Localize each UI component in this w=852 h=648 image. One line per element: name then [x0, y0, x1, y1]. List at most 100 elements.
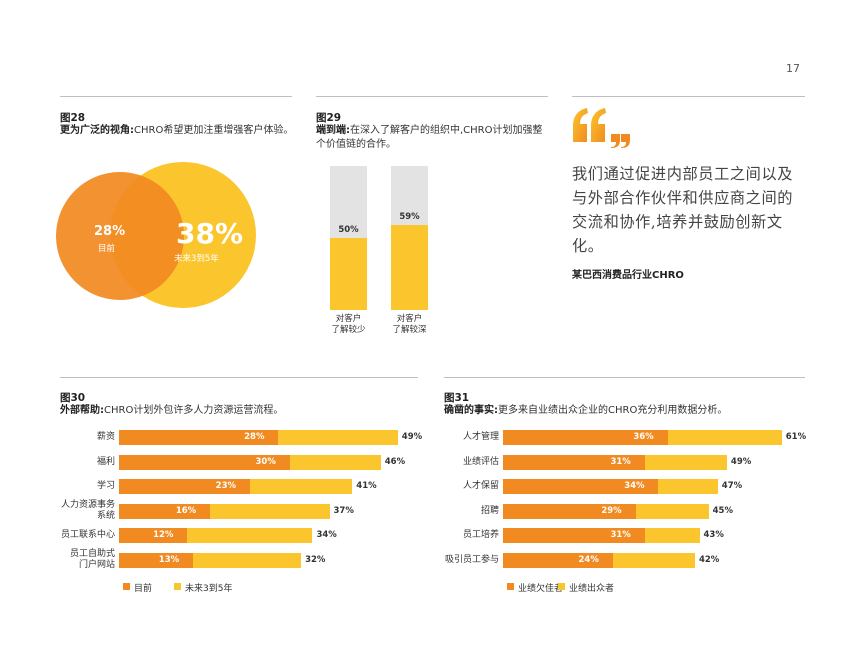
- fig30-caption: 外部帮助:CHRO计划外包许多人力资源运营流程。: [60, 404, 420, 418]
- row-label: 人才保留: [419, 481, 499, 492]
- bar-current: [119, 454, 290, 470]
- fig29-category-line1: 对客户: [396, 314, 423, 324]
- row-label: 福利: [35, 457, 115, 468]
- fig31-caption-rest: 更多来自业绩出众企业的CHRO充分利用数据分析。: [498, 405, 728, 416]
- bar-current-value: 12%: [153, 530, 174, 541]
- fig31-caption-bold: 确凿的事实:: [444, 405, 498, 416]
- legend-label-future: 业绩出众者: [569, 583, 615, 594]
- row-label: 员工培养: [419, 530, 499, 541]
- bar-current-value: 34%: [624, 481, 645, 492]
- row-label: 吸引员工参与: [419, 555, 499, 566]
- row-label: 员工自助式 门户网站: [35, 549, 115, 571]
- row-label: 人力资源事务 系统: [35, 500, 115, 522]
- bar-current: [503, 503, 636, 519]
- row-label-line1: 员工培养: [462, 530, 499, 541]
- fig30-chart: 28% 49% 薪资 30% 46% 福利 23% 41% 学习 16% 37% 人力资源事务 系统 12…: [60, 424, 423, 594]
- fig29-bar-value: 59%: [399, 212, 420, 223]
- bar-current: [119, 528, 188, 544]
- bar-current-value: 23%: [215, 481, 237, 492]
- bar-future-value: 43%: [703, 530, 724, 541]
- bar-current: [503, 454, 645, 470]
- row-label-line1: 吸引员工参与: [444, 555, 499, 565]
- legend-swatch-future: [174, 582, 181, 590]
- rule-fig29: [316, 96, 548, 97]
- fig29-label: 图29: [316, 112, 342, 124]
- fig29-bar: [330, 238, 367, 310]
- bar-current: [503, 430, 668, 445]
- legend-label-current: 业绩欠佳者: [518, 583, 564, 594]
- legend-swatch-future: [558, 582, 565, 590]
- row-label-line2: 系统: [96, 510, 115, 521]
- bar-current-value: 13%: [158, 555, 180, 565]
- row-label: 业绩评估: [419, 457, 499, 468]
- venn-circle-current: [56, 172, 184, 300]
- row-label-line1: 人才管理: [462, 432, 499, 442]
- bar-current: [503, 528, 645, 544]
- row-label-line1: 福利: [96, 456, 115, 467]
- bar-future-value: 34%: [316, 530, 337, 541]
- row-label-line1: 薪资: [96, 432, 115, 442]
- row-label: 薪资: [35, 432, 115, 443]
- fig29-category-line1: 对客户: [335, 314, 362, 324]
- venn-future-value: 38%: [176, 217, 244, 250]
- bar-current-value: 31%: [610, 530, 631, 541]
- bar-future-value: 37%: [333, 505, 354, 516]
- fig31-label: 图31: [444, 392, 470, 404]
- fig29-chart: 50% 对客户 了解较少 59% 对客户 了解较深: [316, 160, 552, 340]
- bar-current: [119, 553, 193, 568]
- rule-fig31: [444, 377, 805, 378]
- fig29-category-label: 对客户 了解较深: [375, 314, 445, 336]
- row-label-line1: 业绩评估: [462, 456, 499, 467]
- bar-current-value: 31%: [610, 456, 631, 467]
- bar-future-value: 46%: [384, 456, 406, 467]
- page-number: 17: [786, 62, 800, 75]
- bar-current: [503, 479, 659, 495]
- bar-current: [119, 503, 211, 519]
- bar-future-value: 49%: [730, 456, 752, 467]
- rule-quote: [572, 96, 805, 97]
- rule-fig30: [60, 377, 418, 378]
- quote-text: 我们通过促进内部员工之间以及与外部合作伙伴和供应商之间的交流和协作,培养并鼓励创…: [572, 165, 794, 255]
- fig28-caption-rest: CHRO希望更加注重增强客户体验。: [134, 125, 294, 136]
- fig29-category-line2: 了解较少: [331, 325, 366, 335]
- bar-future-value: 61%: [785, 432, 807, 442]
- fig29-category-line2: 了解较深: [392, 325, 427, 335]
- fig29-category-label: 对客户 了解较少: [314, 314, 384, 336]
- fig30-label: 图30: [60, 392, 86, 404]
- bar-current-value: 36%: [633, 432, 654, 442]
- quote-icon: [570, 104, 630, 148]
- bar-current-value: 16%: [175, 505, 197, 516]
- bar-future-value: 41%: [356, 481, 377, 492]
- fig29-caption: 端到端:在深入了解客户的组织中,CHRO计划加强整个价值链的合作。: [316, 124, 552, 152]
- row-label-line1: 学习: [96, 481, 115, 492]
- legend-label-current: 目前: [134, 583, 153, 594]
- fig28-venn: 28% 目前 38% 未来3到5年: [56, 162, 296, 312]
- quote-attribution: 某巴西消费品行业CHRO: [572, 270, 684, 281]
- row-label-line1: 招聘: [480, 505, 499, 516]
- row-label: 招聘: [419, 506, 499, 517]
- bar-current: [119, 430, 279, 445]
- row-label: 员工联系中心: [35, 530, 115, 541]
- bar-future-value: 49%: [401, 432, 423, 442]
- bar-future-value: 47%: [721, 481, 743, 492]
- row-label-line1: 人才保留: [462, 481, 499, 492]
- fig31-chart: 36% 61% 人才管理 31% 49% 业绩评估 34% 47% 人才保留 29% 45% 招聘 31…: [444, 424, 806, 594]
- bar-current-value: 24%: [578, 555, 599, 565]
- fig31-caption: 确凿的事实:更多来自业绩出众企业的CHRO充分利用数据分析。: [444, 404, 806, 418]
- bar-current-value: 28%: [244, 432, 265, 442]
- fig29-caption-rest: 在深入了解客户的组织中,CHRO计划加强整个价值链的合作。: [316, 125, 543, 150]
- venn-future-name: 未来3到5年: [174, 254, 219, 264]
- fig29-bar: [391, 225, 428, 310]
- legend-label-future: 未来3到5年: [185, 583, 233, 594]
- fig28-label: 图28: [60, 112, 86, 124]
- fig29-caption-bold: 端到端:: [316, 125, 350, 136]
- legend-swatch-current: [507, 582, 514, 590]
- row-label-line2: 门户网站: [78, 560, 115, 570]
- row-label-line1: 员工自助式: [69, 549, 115, 559]
- bar-future-value: 45%: [712, 505, 733, 516]
- venn-current-name: 目前: [98, 244, 116, 254]
- fig29-bar-value: 50%: [338, 225, 359, 235]
- bar-future-value: 32%: [305, 555, 326, 565]
- legend-swatch-current: [123, 582, 130, 590]
- row-label-line1: 人力资源事务: [60, 499, 115, 510]
